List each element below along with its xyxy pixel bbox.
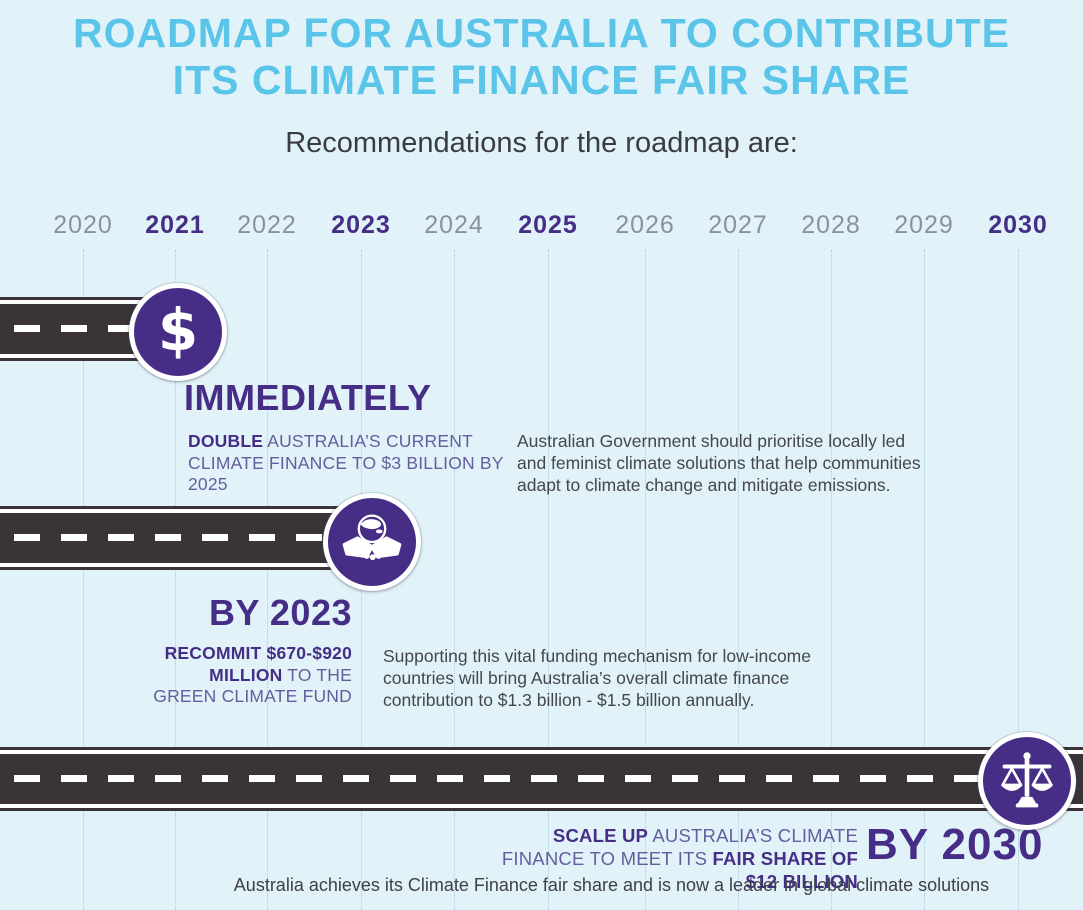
page-title-line1: ROADMAP FOR AUSTRALIA TO CONTRIBUTE: [73, 10, 1010, 56]
year-label-2020: 2020: [53, 211, 113, 239]
road-segment-3: [0, 747, 1083, 811]
year-label-2028: 2028: [801, 211, 861, 239]
year-guide-line: [267, 250, 268, 910]
milestone-badge-1: $: [129, 283, 227, 381]
milestone-3-action-mid: AUSTRALIA’S CLIMATE FINANCE TO MEET ITS: [501, 825, 858, 869]
year-label-2021: 2021: [145, 211, 205, 239]
milestone-2-action-rest: TO THE GREEN CLIMATE FUND: [153, 664, 352, 707]
milestone-3-action: SCALE UP AUSTRALIA’S CLIMATE FINANCE TO …: [478, 824, 858, 893]
milestone-2-action-bold: RECOMMIT $670-$920 MILLION: [164, 643, 352, 685]
year-guide-line: [645, 250, 646, 910]
year-guide-line: [831, 250, 832, 910]
milestone-1-action-bold: DOUBLE: [188, 431, 264, 451]
milestone-badge-3: [978, 732, 1076, 830]
year-label-2027: 2027: [708, 211, 768, 239]
year-guide-line: [548, 250, 549, 910]
year-label-2030: 2030: [988, 211, 1048, 239]
handshake-globe-icon: [342, 514, 402, 561]
milestone-2-action: RECOMMIT $670-$920 MILLION TO THE GREEN …: [152, 643, 352, 708]
year-label-2023: 2023: [331, 211, 391, 239]
road-center-line: [14, 534, 352, 541]
milestone-1-action-rest: AUSTRALIA’S CURRENT CLIMATE FINANCE TO $…: [188, 431, 504, 494]
milestone-3-action-bold2: FAIR SHARE OF $12 BILLION: [712, 848, 858, 892]
milestone-2-description: Supporting this vital funding mechanism …: [383, 646, 811, 710]
milestone-1-description: Australian Government should prioritise …: [517, 431, 921, 495]
page-subtitle: Recommendations for the roadmap are:: [285, 127, 798, 159]
year-guide-line: [175, 250, 176, 910]
year-label-2022: 2022: [237, 211, 297, 239]
page-title-line2: ITS CLIMATE FINANCE FAIR SHARE: [172, 57, 911, 103]
milestone-3-action-bold: SCALE UP: [552, 825, 649, 846]
year-guide-line: [454, 250, 455, 910]
year-label-2024: 2024: [424, 211, 484, 239]
road-center-line: [14, 325, 168, 332]
dollar-icon: $: [157, 295, 199, 364]
year-guide-line: [83, 250, 84, 910]
scales-icon: [1001, 752, 1053, 808]
road-segment-2: [0, 506, 362, 570]
year-label-2025: 2025: [518, 211, 578, 239]
milestone-2-heading: BY 2023: [209, 592, 352, 633]
year-label-2026: 2026: [615, 211, 675, 239]
road-center-line: [14, 775, 1073, 782]
year-label-2029: 2029: [894, 211, 954, 239]
milestone-3-description: Australia achieves its Climate Finance f…: [233, 875, 990, 895]
milestone-1-heading: IMMEDIATELY: [184, 377, 432, 418]
milestone-badge-2: [323, 493, 421, 591]
year-guide-line: [1018, 250, 1019, 910]
page-title: ROADMAP FOR AUSTRALIA TO CONTRIBUTE ITS …: [0, 10, 1083, 104]
milestone-1-action: DOUBLE AUSTRALIA’S CURRENT CLIMATE FINAN…: [188, 431, 510, 496]
year-guide-line: [738, 250, 739, 910]
year-guide-line: [924, 250, 925, 910]
